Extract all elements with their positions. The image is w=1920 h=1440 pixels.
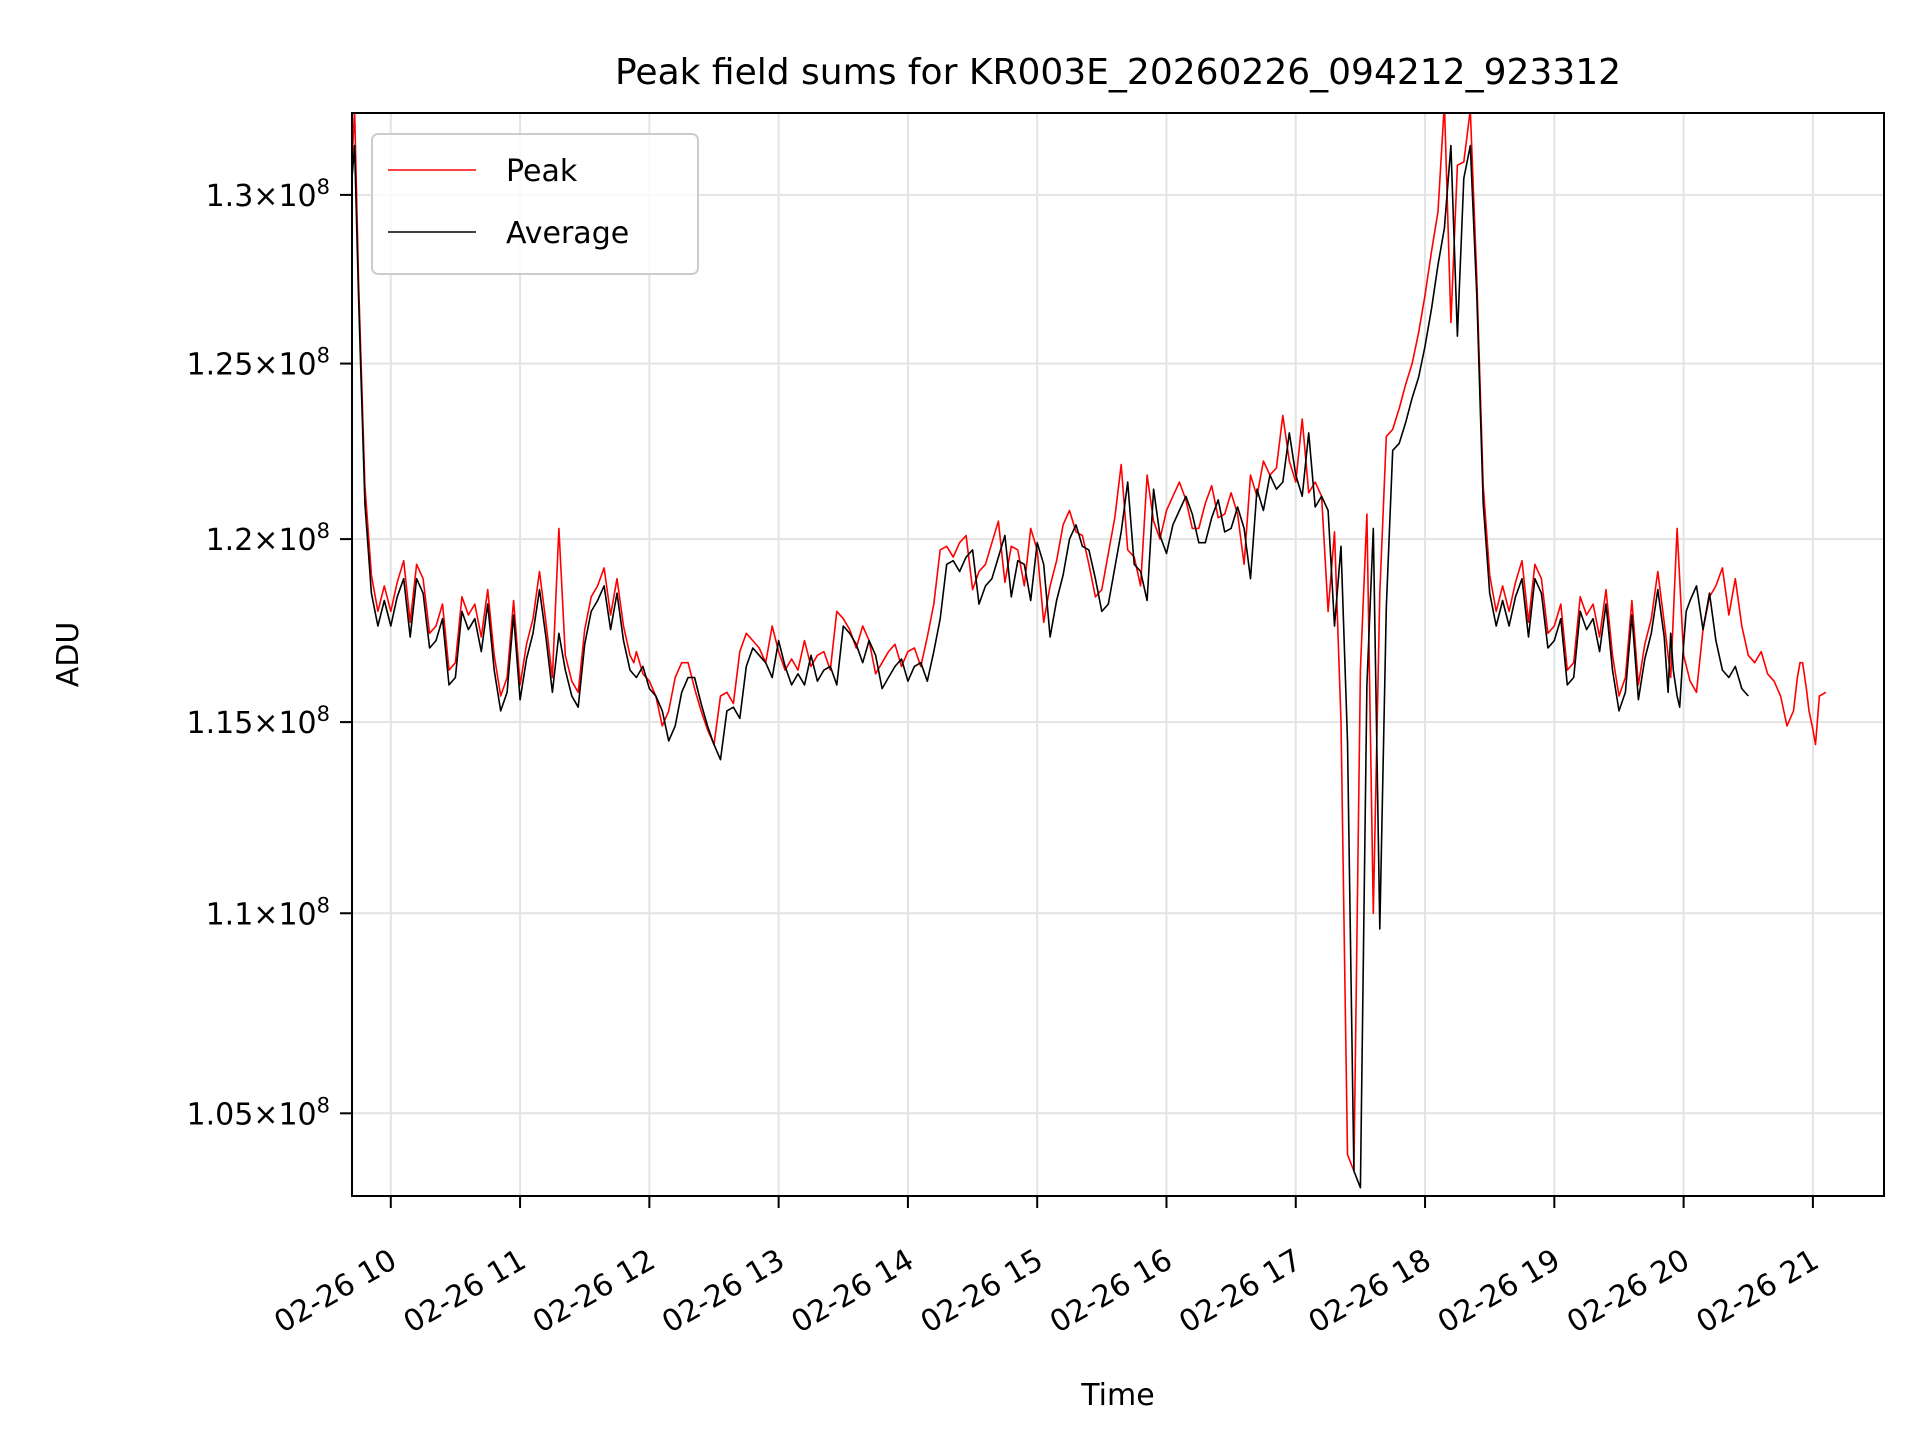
y-tick-exponent: 8 [317,702,330,726]
legend-label-peak: Peak [506,154,578,189]
y-tick-label: 1.2×108 [206,519,330,558]
y-axis-label: ADU [51,622,86,688]
y-tick-label: 1.3×108 [206,175,330,214]
axes-frame [351,112,1885,1197]
legend-box [371,133,699,275]
y-tick-mantissa: 1.1 [206,897,254,932]
legend: Peak Average [371,133,699,275]
series-layer [352,113,1827,1189]
y-tick-mantissa: 1.3 [206,179,254,214]
y-tick-times-sign: × [253,348,278,383]
y-tick-label: 1.25×108 [187,344,331,383]
y-tick-label: 1.05×108 [187,1093,331,1132]
y-tick-base: 10 [278,1097,316,1132]
y-tick-times-sign: × [253,1097,278,1132]
series-line-average [352,144,1749,1189]
y-tick-label: 1.1×108 [206,893,330,932]
y-tick-base: 10 [278,897,316,932]
y-tick-times-sign: × [253,706,278,741]
chart-title: Peak field sums for KR003E_20260226_0942… [615,52,1621,93]
y-tick-mantissa: 1.25 [187,348,254,383]
y-tick-exponent: 8 [317,344,330,368]
y-tick-base: 10 [278,706,316,741]
series-line-peak [352,113,1827,1172]
y-tick-base: 10 [278,179,316,214]
y-tick-label: 1.15×108 [187,702,331,741]
y-tick-exponent: 8 [317,519,330,543]
y-tick-mantissa: 1.05 [187,1097,254,1132]
y-tick-base: 10 [278,348,316,383]
y-tick-times-sign: × [253,179,278,214]
x-axis-label: Time [1080,1378,1154,1413]
y-tick-mantissa: 1.15 [187,706,254,741]
y-tick-exponent: 8 [317,893,330,917]
y-axis-ticks: 1.05×1081.1×1081.15×1081.2×1081.25×1081.… [187,175,352,1132]
y-tick-times-sign: × [253,523,278,558]
legend-label-average: Average [506,216,629,251]
y-tick-times-sign: × [253,897,278,932]
y-tick-exponent: 8 [317,1093,330,1117]
y-tick-mantissa: 1.2 [206,523,254,558]
y-tick-exponent: 8 [317,175,330,199]
y-tick-base: 10 [278,523,316,558]
